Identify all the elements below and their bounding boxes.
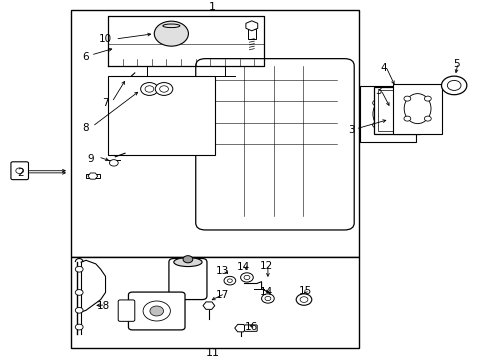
Text: 17: 17 — [216, 290, 229, 300]
Circle shape — [403, 116, 410, 121]
FancyBboxPatch shape — [11, 162, 28, 180]
Bar — [71, 10, 358, 257]
Circle shape — [183, 256, 192, 263]
Text: 9: 9 — [87, 154, 94, 163]
Text: 18: 18 — [96, 301, 109, 311]
Bar — [377, 90, 415, 131]
FancyBboxPatch shape — [128, 292, 184, 330]
Circle shape — [75, 307, 83, 313]
Bar — [86, 174, 100, 178]
Circle shape — [264, 296, 270, 301]
Text: 10: 10 — [99, 34, 112, 44]
Circle shape — [154, 21, 188, 46]
Circle shape — [261, 294, 274, 303]
Bar — [247, 29, 255, 39]
Bar — [392, 84, 441, 134]
Text: 12: 12 — [259, 261, 272, 271]
Circle shape — [75, 266, 83, 272]
Ellipse shape — [404, 94, 430, 123]
FancyBboxPatch shape — [168, 258, 206, 300]
Ellipse shape — [163, 24, 180, 28]
FancyBboxPatch shape — [373, 87, 419, 134]
Circle shape — [141, 82, 158, 95]
Circle shape — [395, 100, 403, 106]
Circle shape — [143, 301, 170, 321]
FancyBboxPatch shape — [108, 76, 215, 155]
Circle shape — [240, 273, 253, 282]
Circle shape — [403, 96, 410, 101]
Ellipse shape — [173, 258, 202, 266]
Circle shape — [16, 168, 23, 174]
Circle shape — [159, 86, 168, 92]
Text: 8: 8 — [82, 123, 89, 133]
Text: 7: 7 — [102, 98, 109, 108]
Circle shape — [145, 86, 154, 92]
Circle shape — [224, 276, 235, 285]
FancyBboxPatch shape — [195, 59, 353, 230]
Circle shape — [395, 122, 403, 128]
Circle shape — [441, 76, 466, 95]
Text: 14: 14 — [259, 287, 272, 297]
Text: 11: 11 — [205, 348, 219, 358]
Text: 3: 3 — [348, 125, 354, 135]
Circle shape — [150, 306, 163, 316]
FancyBboxPatch shape — [244, 325, 257, 331]
Circle shape — [75, 324, 83, 330]
Circle shape — [424, 96, 430, 101]
Text: 1: 1 — [209, 2, 216, 12]
FancyBboxPatch shape — [118, 300, 135, 321]
Circle shape — [300, 297, 307, 302]
Text: 3: 3 — [374, 86, 381, 96]
Circle shape — [227, 279, 232, 283]
Circle shape — [447, 80, 460, 90]
Bar — [71, 257, 358, 348]
Text: 5: 5 — [452, 59, 459, 69]
Text: 2: 2 — [17, 168, 23, 178]
Text: 14: 14 — [236, 262, 250, 273]
Circle shape — [244, 275, 249, 280]
Text: 15: 15 — [298, 285, 311, 296]
Circle shape — [75, 289, 83, 295]
Circle shape — [155, 82, 172, 95]
Bar — [360, 86, 415, 141]
Circle shape — [372, 122, 380, 128]
Circle shape — [372, 100, 380, 106]
Text: 6: 6 — [82, 52, 89, 62]
Text: 4: 4 — [379, 63, 386, 73]
Circle shape — [109, 159, 118, 166]
Text: 13: 13 — [216, 266, 229, 276]
Circle shape — [424, 116, 430, 121]
Text: 16: 16 — [244, 322, 258, 332]
Circle shape — [296, 294, 311, 305]
Ellipse shape — [372, 97, 403, 131]
